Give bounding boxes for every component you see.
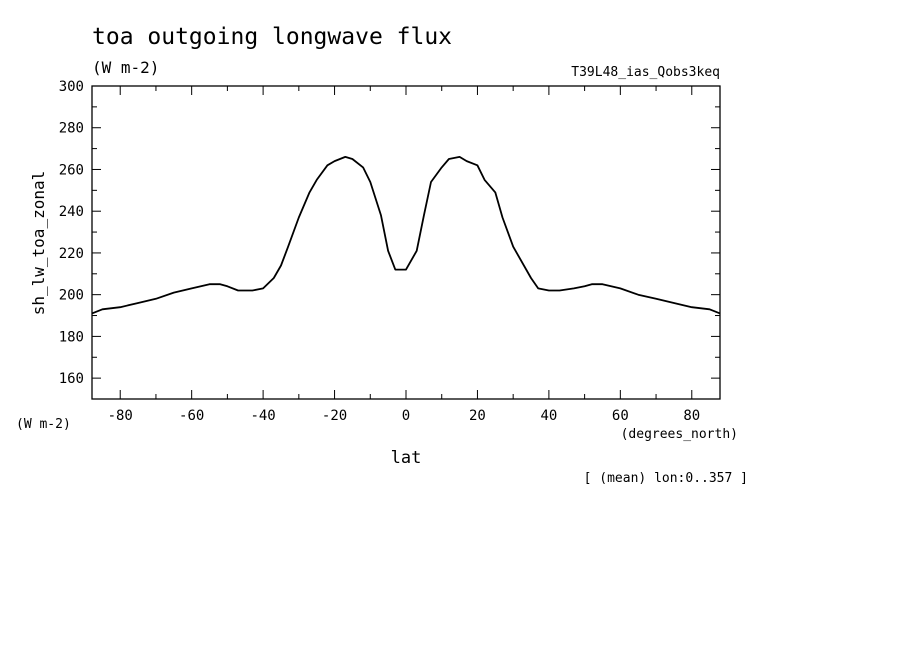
y-tick-label: 280: [59, 121, 84, 137]
x-tick-label: -20: [322, 408, 347, 424]
x-axis-label: lat: [391, 448, 422, 468]
x-axis: -80 -60 -40 -20 0 20 40 60 80: [108, 86, 700, 424]
y-tick-label: 240: [59, 204, 84, 220]
y-tick-label: 260: [59, 162, 84, 178]
y-axis-label: sh_lw_toa_zonal: [29, 171, 48, 316]
y-axis: 160 180 200 220 240 260 280 300: [59, 79, 720, 400]
x-tick-label: 80: [683, 408, 700, 424]
chart-title: toa outgoing longwave flux: [92, 24, 452, 50]
x-tick-label: 40: [540, 408, 557, 424]
plot-frame: [91, 85, 721, 400]
series-group: [91, 155, 721, 315]
y-tick-label: 300: [59, 79, 84, 95]
footnote: [ (mean) lon:0..357 ]: [584, 471, 748, 486]
run-label: T39L48_ias_Qobs3keq: [571, 65, 720, 80]
y-tick-label: 220: [59, 246, 84, 262]
x-tick-label: -60: [179, 408, 204, 424]
series-line: [91, 155, 721, 315]
x-tick-label: -80: [108, 408, 133, 424]
y-axis-units: (W m-2): [16, 417, 71, 432]
chart-units: (W m-2): [92, 58, 159, 77]
x-tick-label: 0: [402, 408, 410, 424]
x-tick-label: 60: [612, 408, 629, 424]
x-axis-units: (degrees_north): [621, 427, 738, 442]
x-tick-label: 20: [469, 408, 486, 424]
y-tick-label: 160: [59, 371, 84, 387]
y-tick-label: 200: [59, 288, 84, 304]
x-tick-label: -40: [250, 408, 275, 424]
y-tick-label: 180: [59, 329, 84, 345]
